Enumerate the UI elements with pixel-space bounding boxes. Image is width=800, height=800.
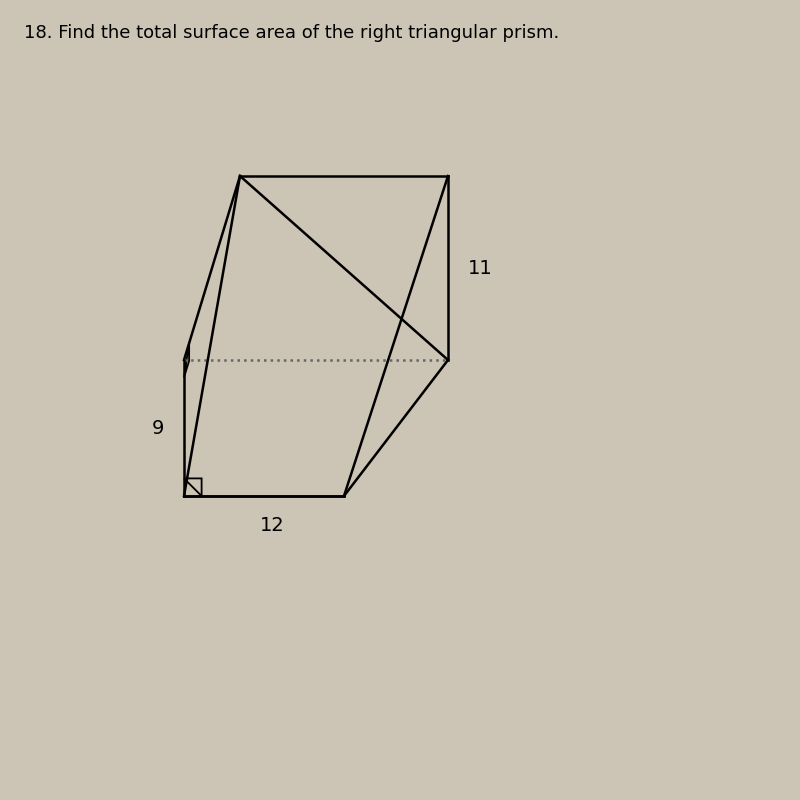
Text: 9: 9 (152, 418, 164, 438)
Text: 11: 11 (468, 258, 493, 278)
Text: 18. Find the total surface area of the right triangular prism.: 18. Find the total surface area of the r… (24, 24, 559, 42)
Text: 12: 12 (260, 516, 284, 535)
